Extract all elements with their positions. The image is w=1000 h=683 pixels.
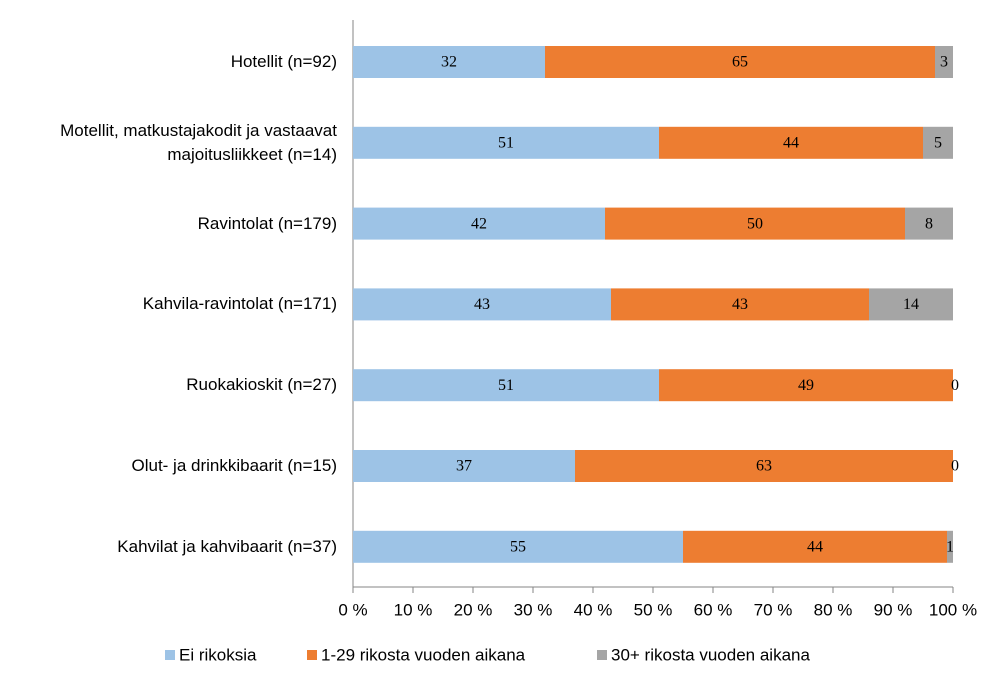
- bar-segment: [545, 46, 935, 78]
- value-label: 42: [471, 215, 487, 232]
- bar-segment: [353, 369, 659, 402]
- x-tick-label: 50 %: [634, 600, 673, 619]
- value-label: 32: [441, 54, 457, 71]
- value-label: 55: [510, 538, 526, 555]
- value-label: 50: [747, 215, 763, 232]
- value-label: 43: [732, 296, 748, 313]
- legend-label: 30+ rikosta vuoden aikana: [611, 645, 810, 664]
- x-tick-label: 80 %: [814, 600, 853, 619]
- category-label: Motellit, matkustajakodit ja vastaavat m…: [60, 120, 337, 164]
- value-label: 44: [807, 538, 823, 555]
- value-label: 14: [903, 296, 919, 313]
- bar-segment: [611, 288, 869, 321]
- bar-segment: [353, 126, 659, 159]
- bar-segment: [353, 46, 545, 78]
- bar-segment: [923, 126, 953, 159]
- x-tick-label: 10 %: [394, 600, 433, 619]
- bar-segment: [575, 450, 953, 482]
- x-tick-label: 70 %: [754, 600, 793, 619]
- legend-label: 1-29 rikosta vuoden aikana: [321, 645, 526, 664]
- value-label: 63: [756, 458, 772, 475]
- legend-swatch: [165, 650, 175, 660]
- x-tick-label: 20 %: [454, 600, 493, 619]
- bar-segment: [353, 530, 683, 563]
- x-tick-label: 90 %: [874, 600, 913, 619]
- bar-segment: [353, 288, 611, 321]
- value-label: 1: [946, 538, 954, 555]
- bar-segment: [659, 126, 923, 159]
- bar-segment: [605, 207, 905, 240]
- x-tick-label: 100 %: [929, 600, 977, 619]
- value-label: 3: [940, 54, 948, 71]
- bar-segment: [869, 288, 953, 321]
- x-tick-label: 0 %: [338, 600, 367, 619]
- value-label: 49: [798, 377, 814, 394]
- legend-label: Ei rikoksia: [179, 645, 257, 664]
- category-label: Kahvilat ja kahvibaarit (n=37): [117, 536, 337, 556]
- value-label: 65: [732, 54, 748, 71]
- bar-segment: [935, 46, 953, 78]
- value-label: 8: [925, 215, 933, 232]
- bar-segment: [905, 207, 953, 240]
- category-label: Hotellit (n=92): [230, 52, 337, 71]
- value-label: 51: [498, 377, 514, 394]
- bar-segment: [947, 530, 953, 563]
- value-label: 37: [456, 458, 472, 475]
- bar-segment: [353, 450, 575, 482]
- bar-segment: [353, 207, 605, 240]
- category-label: Kahvila-ravintolat (n=171): [142, 294, 337, 314]
- value-label: 0: [951, 458, 959, 475]
- x-tick-label: 30 %: [514, 600, 553, 619]
- value-label: 51: [498, 134, 514, 151]
- legend-swatch: [597, 650, 607, 660]
- x-tick-label: 60 %: [694, 600, 733, 619]
- x-tick-label: 40 %: [574, 600, 613, 619]
- value-label: 0: [951, 377, 959, 394]
- value-label: 5: [934, 134, 942, 151]
- category-label: Ravintolat (n=179): [197, 213, 337, 233]
- bar-segment: [659, 369, 953, 402]
- value-label: 44: [783, 134, 799, 151]
- value-label: 43: [474, 296, 490, 313]
- bar-segment: [683, 530, 947, 563]
- category-label: Ruokakioskit (n=27): [186, 375, 337, 395]
- category-label: Olut- ja drinkkibaarit (n=15): [131, 456, 337, 475]
- legend-swatch: [307, 650, 317, 660]
